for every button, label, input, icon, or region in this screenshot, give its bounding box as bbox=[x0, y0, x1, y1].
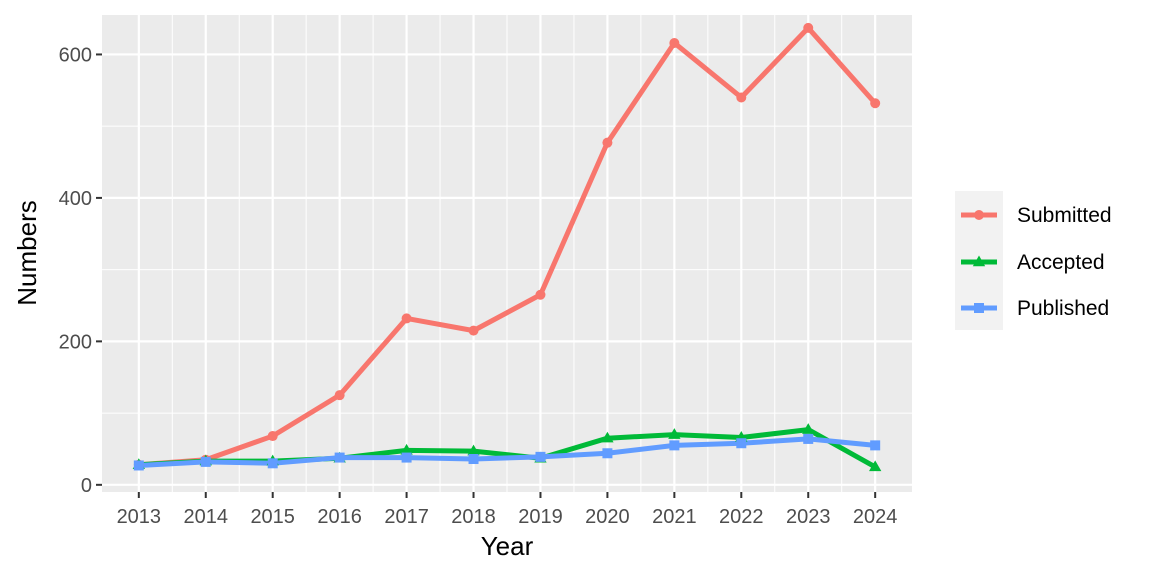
data-point-accepted-2021 bbox=[668, 428, 681, 439]
x-axis-ticks: 2013 2014 2015 2016 2017 2018 2019 2020 2021 2022… bbox=[117, 492, 898, 528]
y-axis-ticks: 0 200 400 600 bbox=[59, 44, 102, 497]
x-axis-title: Year bbox=[481, 531, 534, 561]
data-point-published-2015 bbox=[267, 458, 278, 469]
data-point-submitted-2018 bbox=[468, 325, 479, 336]
legend-label-submitted: Submitted bbox=[1017, 204, 1112, 227]
x-tick-label-2021: 2021 bbox=[652, 506, 697, 528]
data-point-accepted-2023 bbox=[802, 423, 815, 434]
data-point-submitted-2024 bbox=[870, 98, 881, 109]
series-line-published bbox=[138, 436, 876, 468]
x-tick-label-2018: 2018 bbox=[451, 506, 496, 528]
data-point-published-2016 bbox=[334, 452, 345, 463]
series-lines bbox=[138, 25, 878, 470]
data-point-submitted-2020 bbox=[602, 137, 613, 148]
x-tick-label-2024: 2024 bbox=[853, 506, 898, 528]
data-point-published-2022 bbox=[736, 438, 747, 449]
data-point-published-2014 bbox=[200, 456, 211, 467]
data-point-published-2017 bbox=[401, 452, 412, 463]
series-line-submitted bbox=[138, 25, 878, 468]
x-tick-label-2014: 2014 bbox=[184, 506, 229, 528]
data-point-published-2024 bbox=[870, 440, 881, 451]
x-tick-label-2017: 2017 bbox=[384, 506, 429, 528]
data-point-submitted-2017 bbox=[401, 313, 412, 324]
minor-gridlines bbox=[102, 15, 912, 492]
y-tick-label-400: 400 bbox=[59, 188, 92, 210]
y-axis-title: Numbers bbox=[12, 200, 42, 305]
legend-label-published: Published bbox=[1017, 297, 1109, 320]
data-point-published-2020 bbox=[602, 448, 613, 459]
data-point-submitted-2021 bbox=[669, 37, 680, 48]
legend-key-marker-submitted bbox=[974, 210, 984, 220]
data-point-published-2013 bbox=[133, 460, 144, 471]
data-point-accepted-2017 bbox=[400, 443, 413, 455]
x-tick-label-2020: 2020 bbox=[585, 506, 630, 528]
data-point-published-2023 bbox=[803, 433, 814, 444]
data-point-published-2021 bbox=[669, 440, 680, 451]
legend: Submitted Accepted Published bbox=[955, 191, 1112, 330]
data-point-accepted-2018 bbox=[467, 444, 480, 456]
data-point-accepted-2020 bbox=[601, 431, 614, 443]
series-points bbox=[132, 22, 882, 472]
data-point-submitted-2015 bbox=[267, 431, 278, 442]
legend-key-marker-published bbox=[974, 303, 984, 313]
x-tick-label-2013: 2013 bbox=[117, 506, 162, 528]
x-tick-label-2015: 2015 bbox=[250, 506, 295, 528]
data-point-accepted-2024 bbox=[869, 460, 882, 472]
data-point-submitted-2023 bbox=[803, 22, 814, 33]
legend-key-marker-accepted bbox=[972, 255, 986, 267]
y-tick-label-200: 200 bbox=[59, 331, 92, 353]
data-point-submitted-2022 bbox=[736, 92, 747, 103]
data-point-submitted-2019 bbox=[535, 289, 546, 300]
data-point-published-2019 bbox=[535, 451, 546, 462]
y-tick-label-600: 600 bbox=[59, 44, 92, 66]
legend-label-accepted: Accepted bbox=[1017, 251, 1105, 274]
x-tick-label-2019: 2019 bbox=[518, 506, 563, 528]
x-tick-label-2016: 2016 bbox=[317, 506, 362, 528]
x-tick-label-2022: 2022 bbox=[719, 506, 764, 528]
x-tick-label-2023: 2023 bbox=[786, 506, 831, 528]
data-point-published-2018 bbox=[468, 454, 479, 465]
data-point-submitted-2016 bbox=[334, 390, 345, 401]
y-tick-label-0: 0 bbox=[81, 475, 92, 497]
